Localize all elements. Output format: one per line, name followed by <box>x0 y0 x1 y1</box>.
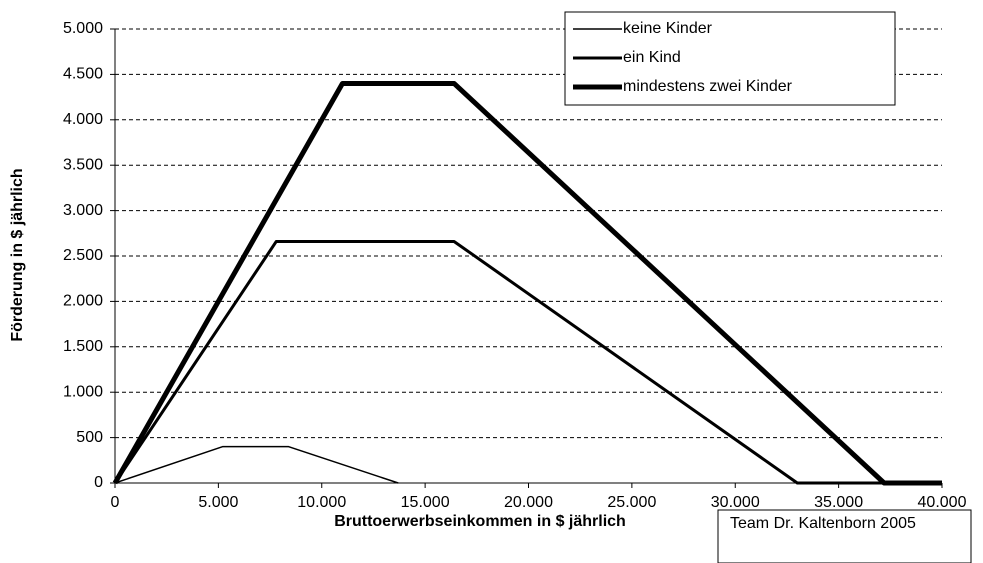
y-tick-label: 1.000 <box>63 383 103 400</box>
annotation-box <box>717 509 972 563</box>
y-tick-label: 2.000 <box>63 293 103 310</box>
y-axis-label: Förderung in $ jährlich <box>9 168 26 341</box>
x-tick-label: 10.000 <box>297 494 346 511</box>
x-tick-label: 40.000 <box>918 494 967 511</box>
x-axis-label: Bruttoerwerbseinkommen in $ jährlich <box>334 513 626 530</box>
legend-label: mindestens zwei Kinder <box>623 78 793 95</box>
legend-label: keine Kinder <box>623 20 713 37</box>
x-tick-label: 30.000 <box>711 494 760 511</box>
y-tick-label: 5.000 <box>63 20 103 37</box>
y-tick-label: 3.500 <box>63 156 103 173</box>
x-tick-label: 15.000 <box>401 494 450 511</box>
legend-label: ein Kind <box>623 49 681 66</box>
y-tick-label: 0 <box>94 474 103 491</box>
x-tick-label: 20.000 <box>504 494 553 511</box>
y-tick-label: 500 <box>76 429 103 446</box>
series-line <box>113 239 942 485</box>
x-tick-label: 5.000 <box>198 494 238 511</box>
series-line <box>114 445 399 484</box>
x-tick-label: 35.000 <box>814 494 863 511</box>
y-tick-label: 3.000 <box>63 202 103 219</box>
y-tick-label: 4.000 <box>63 111 103 128</box>
y-tick-label: 4.500 <box>63 66 103 83</box>
y-tick-label: 1.500 <box>63 338 103 355</box>
annotation: Team Dr. Kaltenborn 2005 <box>730 515 916 532</box>
y-tick-label: 2.500 <box>63 247 103 264</box>
series-line <box>112 80 942 486</box>
x-tick-label: 25.000 <box>607 494 656 511</box>
x-tick-label: 0 <box>111 494 120 511</box>
